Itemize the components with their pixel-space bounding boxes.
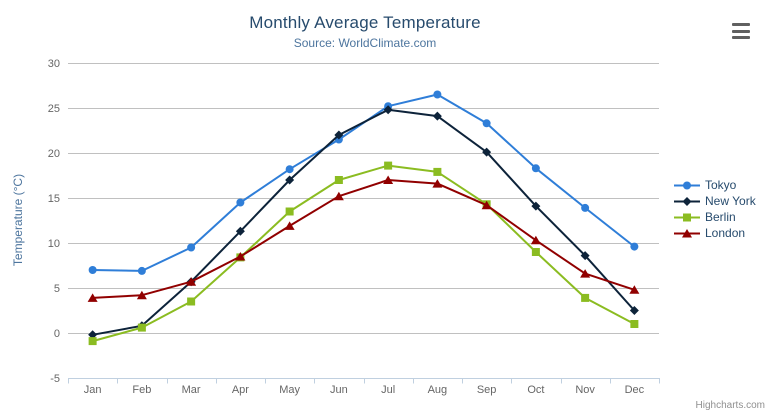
data-point-tokyo-apr[interactable] bbox=[236, 198, 245, 207]
legend-label: Berlin bbox=[705, 210, 736, 224]
data-point-new-york-oct[interactable] bbox=[531, 201, 541, 211]
x-axis-tick-label: May bbox=[279, 384, 300, 396]
data-point-london-dec[interactable] bbox=[629, 285, 640, 294]
y-axis-title: Temperature (°C) bbox=[11, 174, 25, 266]
y-axis-tick-label: 15 bbox=[48, 193, 60, 205]
data-point-berlin-feb[interactable] bbox=[137, 323, 146, 332]
data-point-tokyo-dec[interactable] bbox=[630, 242, 639, 251]
legend-item-berlin[interactable]: Berlin bbox=[674, 209, 756, 225]
square-icon bbox=[683, 213, 691, 221]
x-axis-tick-label: Oct bbox=[527, 384, 544, 396]
data-point-berlin-jul[interactable] bbox=[384, 161, 393, 170]
x-axis-tick-label: Mar bbox=[182, 384, 201, 396]
y-axis-tick-label: -5 bbox=[50, 373, 60, 385]
data-point-london-jan[interactable] bbox=[87, 293, 98, 302]
data-point-new-york-apr[interactable] bbox=[235, 226, 245, 236]
data-point-london-may[interactable] bbox=[284, 221, 295, 230]
series-marker-icon bbox=[674, 228, 700, 237]
data-point-berlin-jan[interactable] bbox=[88, 337, 97, 346]
data-point-london-oct[interactable] bbox=[530, 235, 541, 245]
x-axis-tick-label: Jul bbox=[381, 384, 395, 396]
series-marker-icon bbox=[674, 213, 700, 221]
circle-icon bbox=[683, 181, 691, 189]
x-axis-tick-label: Feb bbox=[132, 384, 151, 396]
triangle-icon bbox=[682, 228, 692, 237]
data-point-tokyo-feb[interactable] bbox=[137, 266, 146, 275]
data-point-new-york-aug[interactable] bbox=[432, 111, 442, 121]
data-point-london-aug[interactable] bbox=[432, 179, 443, 188]
data-point-london-mar[interactable] bbox=[186, 277, 197, 286]
legend-item-tokyo[interactable]: Tokyo bbox=[674, 177, 756, 193]
data-point-berlin-mar[interactable] bbox=[187, 297, 196, 306]
series-line-berlin[interactable] bbox=[91, 164, 636, 343]
data-point-london-jun[interactable] bbox=[333, 191, 344, 201]
data-point-new-york-may[interactable] bbox=[285, 175, 295, 185]
data-point-berlin-nov[interactable] bbox=[581, 293, 590, 302]
data-point-new-york-jun[interactable] bbox=[334, 130, 344, 140]
context-menu-button[interactable] bbox=[732, 23, 750, 39]
series-line-london[interactable] bbox=[91, 179, 636, 299]
data-point-berlin-aug[interactable] bbox=[433, 167, 442, 176]
x-axis-tick-label: Dec bbox=[625, 384, 645, 396]
x-axis-tick-label: Jan bbox=[84, 384, 102, 396]
data-point-london-nov[interactable] bbox=[580, 269, 591, 278]
legend-label: London bbox=[705, 226, 746, 240]
highcharts-credit[interactable]: Highcharts.com bbox=[695, 400, 765, 411]
data-point-tokyo-oct[interactable] bbox=[531, 164, 540, 173]
data-point-london-apr[interactable] bbox=[235, 252, 246, 261]
hamburger-icon bbox=[732, 36, 750, 39]
y-axis-tick-label: 25 bbox=[48, 103, 60, 115]
y-axis-tick-label: 30 bbox=[48, 58, 60, 70]
series-marker-icon bbox=[674, 196, 700, 206]
data-point-new-york-jul[interactable] bbox=[383, 105, 393, 115]
x-axis-tick-label: Apr bbox=[232, 384, 249, 396]
y-axis-tick-label: 5 bbox=[54, 283, 60, 295]
data-point-berlin-may[interactable] bbox=[285, 207, 294, 216]
series-line-tokyo[interactable] bbox=[91, 93, 636, 272]
x-axis-tick-label: Aug bbox=[428, 384, 448, 396]
data-point-london-jul[interactable] bbox=[383, 175, 394, 185]
data-point-new-york-dec[interactable] bbox=[629, 306, 639, 315]
y-axis-tick-label: 0 bbox=[54, 328, 60, 340]
legend-item-london[interactable]: London bbox=[674, 225, 756, 241]
data-point-tokyo-nov[interactable] bbox=[581, 203, 590, 212]
data-point-tokyo-aug[interactable] bbox=[433, 90, 442, 99]
data-point-new-york-jan[interactable] bbox=[88, 330, 98, 340]
data-point-berlin-oct[interactable] bbox=[531, 248, 540, 256]
data-point-tokyo-jan[interactable] bbox=[88, 266, 97, 274]
data-point-berlin-jun[interactable] bbox=[334, 176, 343, 184]
hamburger-icon bbox=[732, 29, 750, 33]
y-axis-tick-label: 20 bbox=[48, 148, 60, 160]
legend: Tokyo New York Berlin London bbox=[674, 177, 756, 241]
x-axis-tick-label: Nov bbox=[575, 384, 595, 396]
legend-item-new-york[interactable]: New York bbox=[674, 193, 756, 209]
data-point-london-feb[interactable] bbox=[136, 290, 147, 300]
data-point-berlin-dec[interactable] bbox=[630, 320, 639, 328]
legend-label: Tokyo bbox=[705, 178, 737, 192]
data-point-new-york-sep[interactable] bbox=[482, 147, 492, 157]
series-marker-icon bbox=[674, 181, 700, 189]
data-point-new-york-nov[interactable] bbox=[580, 251, 590, 261]
chart-subtitle: Source: WorldClimate.com bbox=[293, 36, 437, 50]
data-point-london-sep[interactable] bbox=[481, 200, 492, 210]
data-point-tokyo-sep[interactable] bbox=[482, 119, 491, 128]
hamburger-icon bbox=[732, 23, 750, 26]
data-point-tokyo-may[interactable] bbox=[285, 165, 294, 174]
series-line-new-york[interactable] bbox=[91, 108, 636, 336]
x-axis-tick-label: Sep bbox=[477, 384, 497, 396]
legend-label: New York bbox=[705, 194, 756, 208]
y-axis-tick-label: 10 bbox=[48, 238, 60, 250]
x-axis-tick-label: Jun bbox=[330, 384, 348, 396]
data-point-tokyo-mar[interactable] bbox=[187, 243, 196, 252]
diamond-icon bbox=[682, 196, 692, 206]
chart-title: Monthly Average Temperature bbox=[249, 13, 481, 32]
